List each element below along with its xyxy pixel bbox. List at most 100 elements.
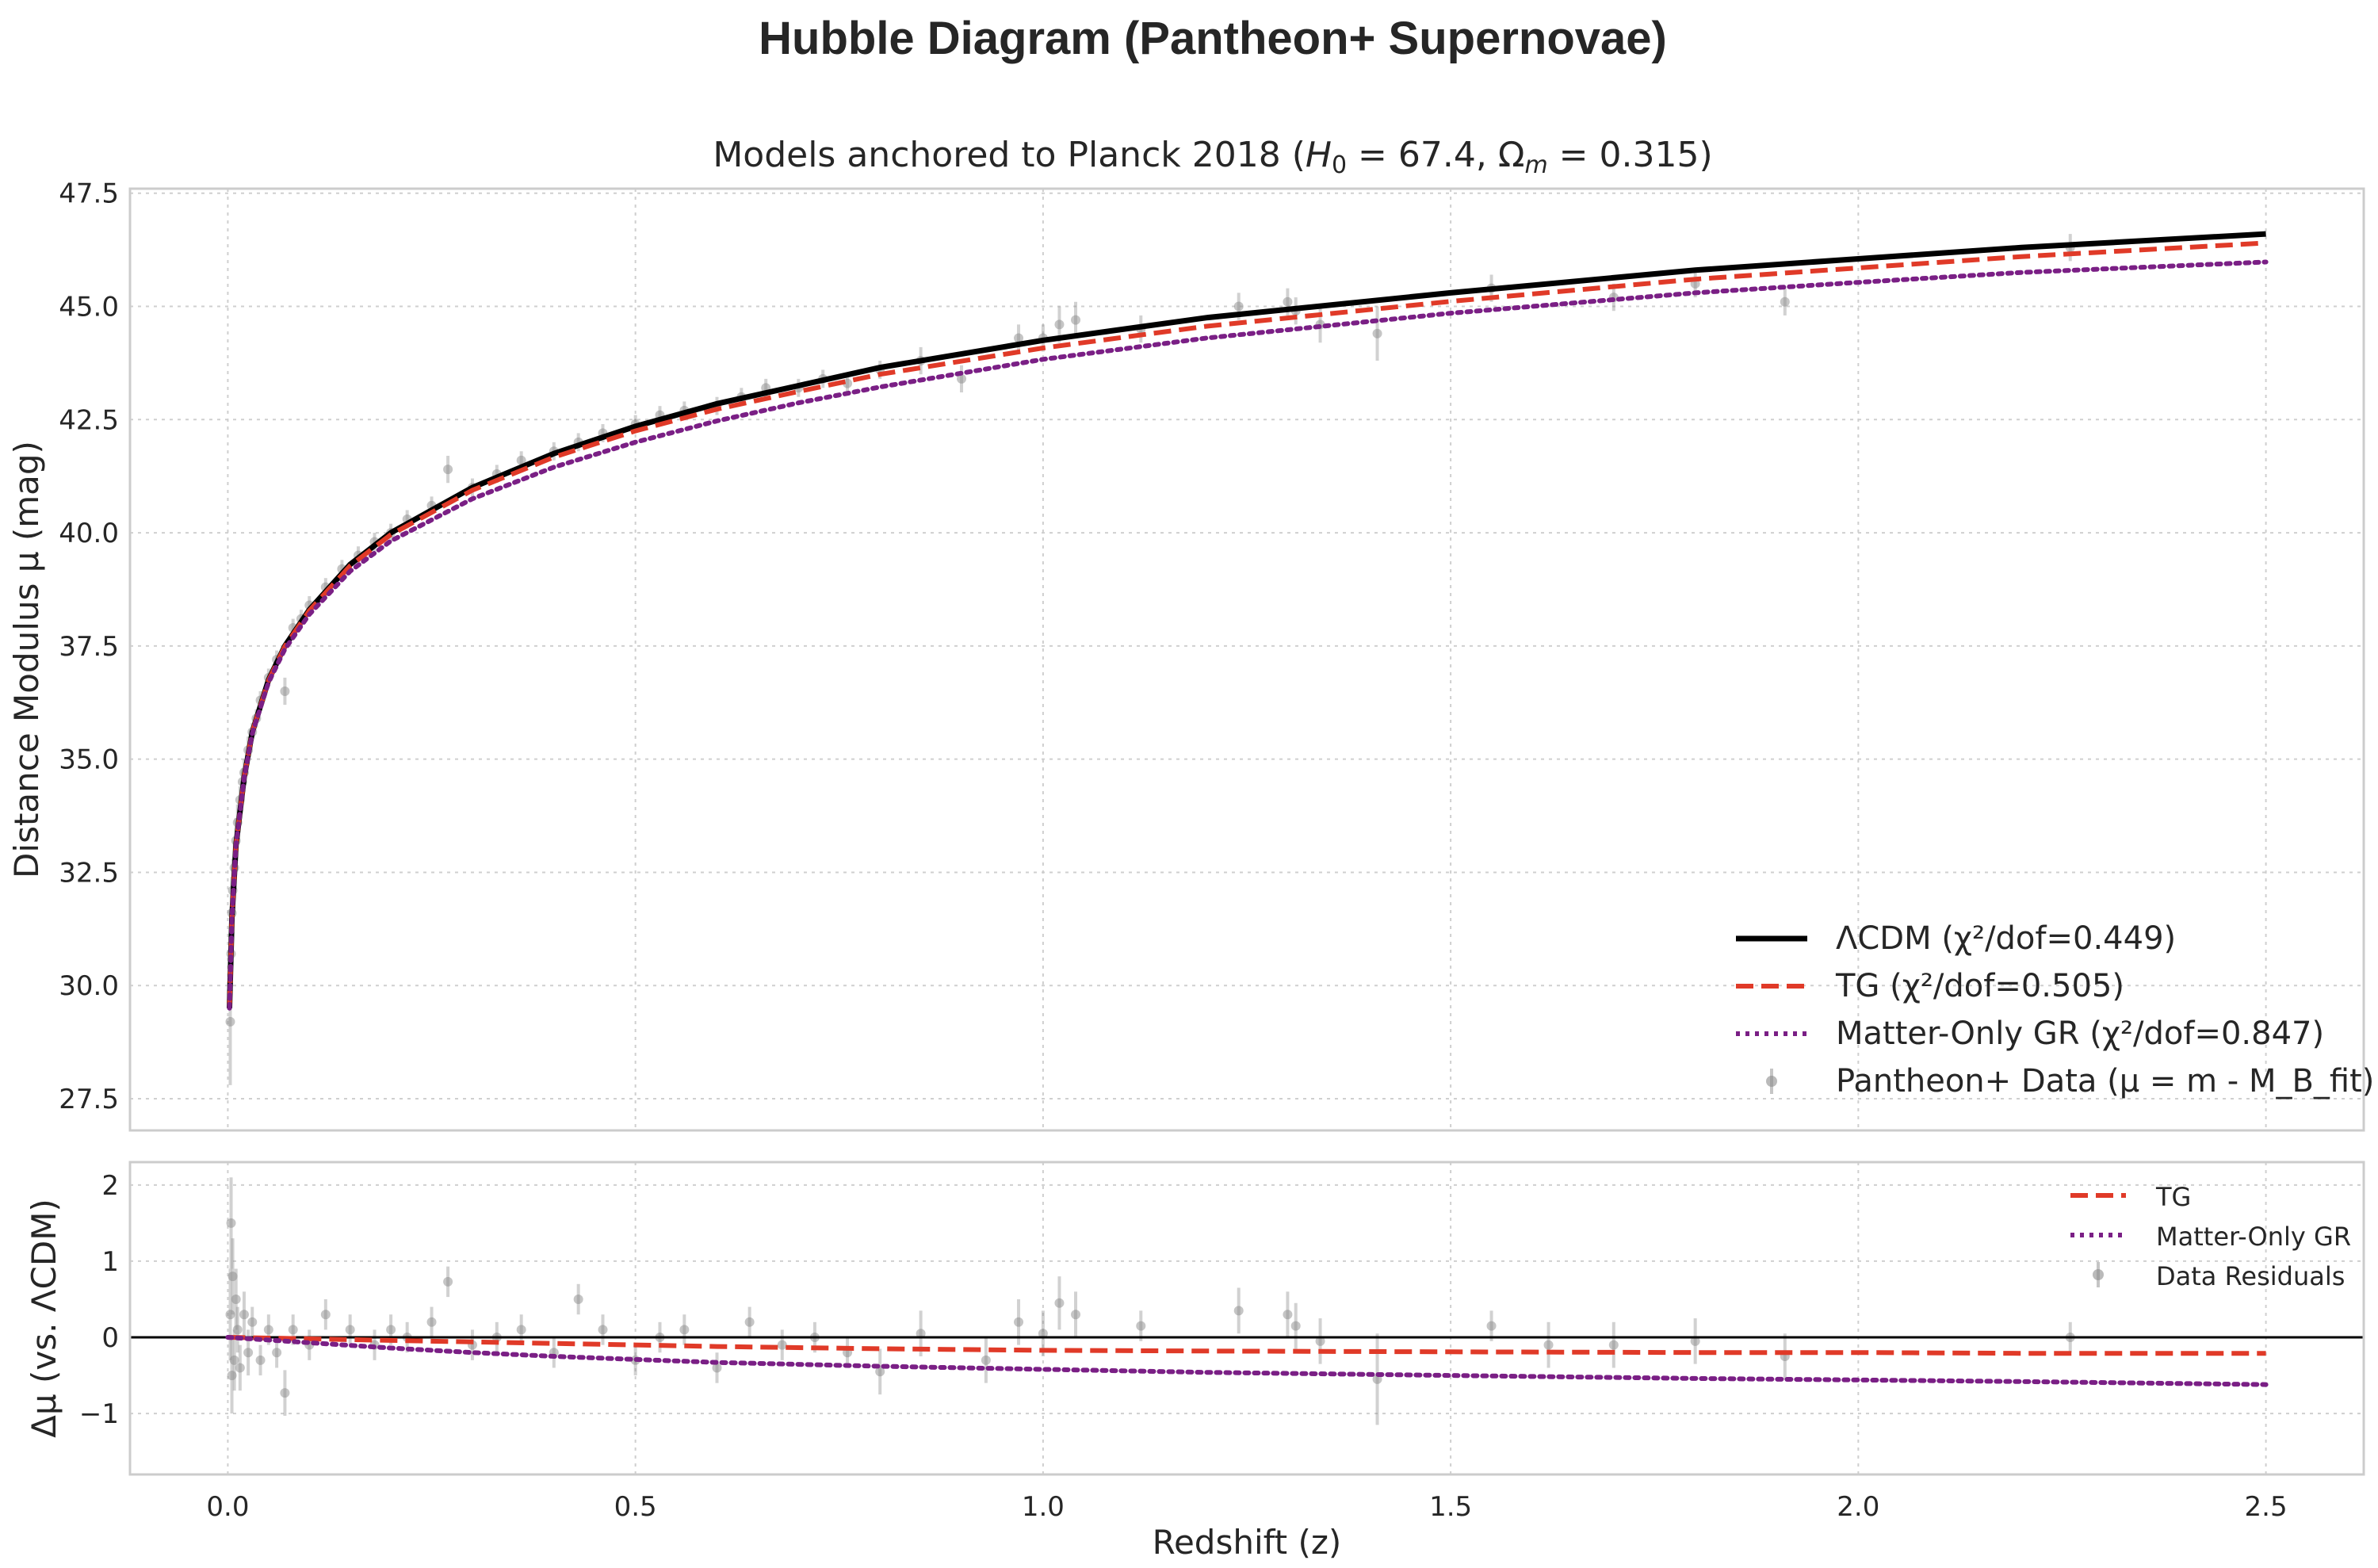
data-point — [712, 1363, 722, 1373]
data-point — [263, 1325, 273, 1335]
residual-model-curves — [130, 1335, 2364, 1387]
legend-marker-point — [1766, 1076, 1777, 1087]
subtitle-prefix: Models anchored to Planck 2018 ( — [713, 135, 1306, 175]
data-point — [227, 1371, 237, 1381]
data-point — [227, 1272, 238, 1282]
main-plot-area — [130, 189, 2364, 1130]
data-point — [243, 1348, 254, 1358]
data-point — [280, 1388, 290, 1398]
model-curve-dashed — [227, 1335, 2266, 1356]
data-point — [1290, 1321, 1301, 1331]
data-point — [280, 686, 290, 696]
data-point — [255, 1355, 266, 1365]
main-y-axis-label: Distance Modulus μ (mag) — [7, 441, 46, 878]
y-tick-label: 2 — [101, 1170, 119, 1202]
x-tick-label: 0.5 — [614, 1491, 657, 1523]
data-point — [1780, 296, 1790, 307]
residual-legend: TG Matter-Only GR Data Residuals — [2070, 1182, 2351, 1291]
data-point — [1014, 1317, 1024, 1327]
legend-label: ΛCDM (χ²/dof=0.449) — [1836, 920, 2176, 957]
y-tick-label: −1 — [79, 1398, 119, 1430]
subtitle-om-value: = 0.315) — [1548, 135, 1713, 175]
data-point — [247, 1317, 258, 1327]
data-point — [957, 373, 967, 384]
y-tick-label: 27.5 — [59, 1084, 119, 1115]
residual-plot-area — [130, 1162, 2364, 1474]
x-tick-label: 1.0 — [1022, 1491, 1065, 1523]
data-point — [1608, 1340, 1619, 1350]
legend-marker-point — [2093, 1269, 2104, 1280]
subtitle-h0-value: = 67.4, — [1347, 135, 1498, 175]
main-grid — [130, 189, 2364, 1130]
y-tick-label: 30.0 — [59, 970, 119, 1002]
x-tick-label: 1.5 — [1429, 1491, 1472, 1523]
data-point — [1136, 1321, 1146, 1331]
data-point — [1486, 1321, 1497, 1331]
x-tick-label: 2.5 — [2245, 1491, 2288, 1523]
data-point — [288, 1325, 298, 1335]
subtitle-om-symbol: Ω — [1498, 135, 1525, 175]
main-frame-border — [128, 187, 2365, 1132]
data-point — [573, 1294, 583, 1304]
data-point — [239, 1310, 249, 1320]
y-tick-label: 37.5 — [59, 631, 119, 663]
data-point — [1543, 1340, 1554, 1350]
data-point — [1283, 1310, 1293, 1320]
model-curve-dotted — [225, 1335, 2269, 1387]
data-point — [426, 1317, 437, 1327]
data-point — [916, 1329, 926, 1339]
main-y-ticks: 27.5 30.0 32.5 35.0 37.5 40.0 42.5 45.0 47.5 — [59, 178, 119, 1115]
data-point — [231, 1294, 241, 1304]
data-point — [744, 1317, 755, 1327]
data-point — [875, 1367, 885, 1377]
data-point — [1054, 319, 1065, 330]
model-curve-dotted — [227, 259, 2269, 1011]
data-point — [1071, 315, 1081, 325]
x-axis-label: Redshift (z) — [1153, 1523, 1342, 1562]
data-point — [443, 465, 453, 475]
data-point — [225, 1016, 235, 1027]
legend-label: TG — [2155, 1182, 2191, 1212]
data-point — [1054, 1298, 1065, 1308]
data-point — [443, 1276, 453, 1287]
residual-ticks: 0.0 0.5 1.0 1.5 2.0 2.5 −1 0 1 2 — [79, 1170, 2288, 1523]
residual-frame-border — [128, 1161, 2365, 1476]
subtitle-h0-sub: 0 — [1332, 151, 1347, 179]
legend-label: Matter-Only GR — [2156, 1222, 2351, 1252]
legend-label: Pantheon+ Data (μ = m - M_B_fit) — [1836, 1063, 2374, 1100]
legend-label: TG (χ²/dof=0.505) — [1835, 968, 2124, 1004]
data-point — [981, 1355, 991, 1365]
data-point — [1233, 301, 1244, 312]
data-point — [1283, 296, 1293, 307]
data-point — [226, 1218, 236, 1228]
data-point — [679, 1325, 690, 1335]
data-point — [386, 1325, 396, 1335]
data-point — [235, 1363, 245, 1373]
data-point — [1233, 1306, 1244, 1316]
main-model-curves — [227, 231, 2269, 1011]
data-point — [516, 1325, 526, 1335]
x-tick-label: 0.0 — [206, 1491, 249, 1523]
main-legend: ΛCDM (χ²/dof=0.449) TG (χ²/dof=0.505) Matt… — [1736, 920, 2374, 1100]
data-point — [225, 1310, 235, 1320]
y-tick-label: 32.5 — [59, 857, 119, 889]
y-tick-label: 40.0 — [59, 518, 119, 549]
data-point — [1071, 1310, 1081, 1320]
legend-label: Data Residuals — [2156, 1261, 2345, 1291]
data-point — [272, 1348, 282, 1358]
residual-data-points — [225, 1177, 2075, 1425]
data-point — [345, 1325, 355, 1335]
data-point — [1315, 1336, 1325, 1346]
y-tick-label: 42.5 — [59, 404, 119, 436]
subtitle-h0-symbol: H — [1306, 135, 1332, 175]
residual-y-axis-label: Δμ (vs. ΛCDM) — [25, 1199, 63, 1438]
data-point — [1038, 1329, 1048, 1339]
y-tick-label: 0 — [101, 1322, 119, 1354]
data-point — [229, 1355, 239, 1365]
data-point — [777, 1340, 787, 1350]
data-point — [1014, 333, 1024, 343]
y-tick-label: 45.0 — [59, 292, 119, 323]
legend-label: Matter-Only GR (χ²/dof=0.847) — [1836, 1015, 2324, 1052]
data-point — [1372, 328, 1382, 338]
